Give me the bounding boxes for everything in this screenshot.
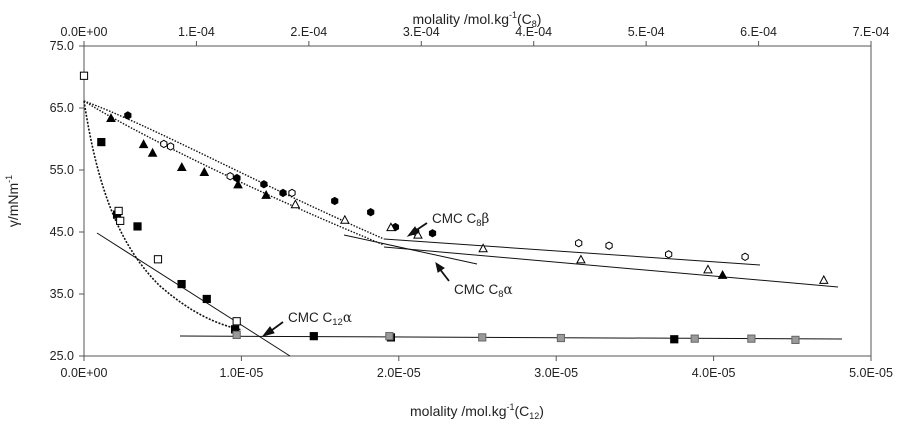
fit-lines (83, 100, 843, 357)
data-point-square-grey (385, 332, 394, 341)
data-point-square-grey (556, 333, 566, 343)
data-point-square-open (114, 206, 123, 216)
data-point-triangle-open (290, 199, 301, 209)
x-top-tick-label: 0.0E+00 (61, 25, 108, 39)
data-point-hexagon-open (665, 250, 673, 259)
data-point-square-grey (747, 334, 756, 343)
x-bottom-tick-label: 3.0E-05 (534, 366, 578, 380)
data-point-triangle-filled (138, 139, 149, 149)
data-point-triangle-open (478, 243, 488, 253)
linear-fit-c12-pre-cmc (96, 232, 291, 357)
x-bottom-tick-label: 0.0E+00 (61, 366, 108, 380)
x-bottom-tick-label: 1.0E-05 (220, 366, 264, 380)
data-point-triangle-filled (199, 167, 210, 176)
data-point-square-grey (791, 335, 800, 344)
data-point-hexagon-open (288, 188, 296, 198)
annotation-cmc-c12-alpha: CMC C12α (288, 310, 352, 328)
data-point-square-filled (202, 294, 211, 304)
fit-curve-c8-beta (83, 100, 385, 240)
linear-fit-c12-post-cmc (179, 335, 843, 340)
arrowhead-cmc-c8-beta (406, 226, 419, 237)
x-bottom-ticks: 0.0E+00 1.0E-05 2.0E-05 3.0E-05 4.0E-05 5.0E-… (61, 356, 893, 380)
y-tick-label: 75.0 (50, 39, 74, 53)
data-point-triangle-open (386, 222, 396, 232)
annotation-cmc-c8-beta: CMC C8β (432, 211, 490, 229)
annotation-cmc-c8-alpha: CMC C8α (454, 282, 513, 300)
data-point-square-open (79, 71, 89, 80)
data-point-hexagon-filled (233, 173, 241, 183)
data-point-triangle-filled (717, 269, 728, 279)
data-point-square-open (116, 216, 125, 225)
x-top-tick-label: 1.E-04 (178, 25, 215, 39)
annotation-arrows (261, 222, 450, 337)
fit-curve-c8-alpha (83, 100, 385, 246)
x-top-axis-title: molality /mol.kg-1(C8) (413, 10, 542, 29)
x-bottom-tick-label: 4.0E-05 (692, 366, 736, 380)
data-point-triangle-filled (106, 113, 116, 123)
y-tick-label: 25.0 (50, 349, 74, 363)
data-point-triangle-open (703, 264, 713, 274)
x-bottom-tick-label: 2.0E-05 (377, 366, 421, 380)
data-point-triangle-open (413, 229, 423, 239)
y-tick-label: 65.0 (50, 101, 74, 115)
data-point-hexagon-open (160, 139, 168, 149)
data-point-hexagon-open (166, 142, 175, 151)
linear-fit-c8-beta (383, 238, 761, 266)
data-point-square-grey (478, 333, 487, 342)
linear-fit-c8-alpha (383, 246, 839, 288)
data-point-square-grey (232, 330, 241, 340)
data-point-square-open (232, 317, 241, 326)
x-top-tick-label: 2.E-04 (290, 25, 327, 39)
data-point-hexagon-open (605, 241, 613, 250)
x-top-tick-label: 5.E-04 (628, 25, 665, 39)
fit-curve-c12 (83, 100, 243, 331)
data-point-square-filled (309, 332, 318, 341)
data-point-triangle-filled (176, 162, 187, 172)
data-point-triangle-filled (147, 147, 158, 157)
data-point-square-filled (133, 222, 142, 231)
data-point-triangle-open (818, 274, 829, 284)
data-point-triangle-open (576, 254, 586, 264)
arrowhead-cmc-c12 (261, 326, 275, 337)
data-point-triangle-open (339, 214, 350, 224)
data-point-hexagon-filled (367, 207, 375, 217)
pre-cmc-fit-c8-alpha (343, 234, 478, 265)
plot-frame (83, 45, 872, 357)
x-top-ticks: 0.0E+00 1.E-04 2.E-04 3.E-04 4.E-04 5.E-04 6.E… (61, 25, 890, 46)
x-top-tick-label: 3.E-04 (403, 25, 440, 39)
data-point-square-filled (670, 335, 679, 344)
x-bottom-axis-title: molality /mol.kg-1(C12) (410, 402, 544, 421)
x-top-tick-label: 7.E-04 (853, 25, 890, 39)
data-markers (79, 71, 829, 344)
data-point-square-open (153, 255, 163, 264)
y-tick-label: 35.0 (50, 287, 74, 301)
data-point-hexagon-open (226, 172, 234, 181)
data-point-hexagon-filled (260, 180, 268, 189)
data-point-hexagon-filled (124, 111, 132, 120)
data-point-hexagon-filled (279, 188, 287, 198)
data-point-hexagon-open (575, 238, 583, 248)
y-ticks: 25.0 35.0 45.0 55.0 65.0 75.0 (50, 39, 84, 363)
data-point-hexagon-filled (331, 196, 339, 206)
data-point-hexagon-filled (428, 229, 437, 238)
data-point-square-grey (690, 334, 699, 343)
x-top-tick-label: 4.E-04 (515, 25, 552, 39)
data-point-triangle-filled (261, 189, 271, 199)
data-point-square-filled (97, 138, 106, 147)
data-point-triangle-filled (233, 179, 243, 189)
y-axis-title: γ/mNm-1 (4, 175, 21, 227)
x-top-tick-label: 6.E-04 (740, 25, 777, 39)
x-bottom-tick-label: 5.0E-05 (849, 366, 893, 380)
y-tick-label: 45.0 (50, 225, 74, 239)
arrowhead-cmc-c8-alpha (435, 261, 445, 273)
data-point-square-filled (177, 279, 186, 289)
y-tick-label: 55.0 (50, 163, 74, 177)
data-point-hexagon-open (741, 252, 749, 261)
